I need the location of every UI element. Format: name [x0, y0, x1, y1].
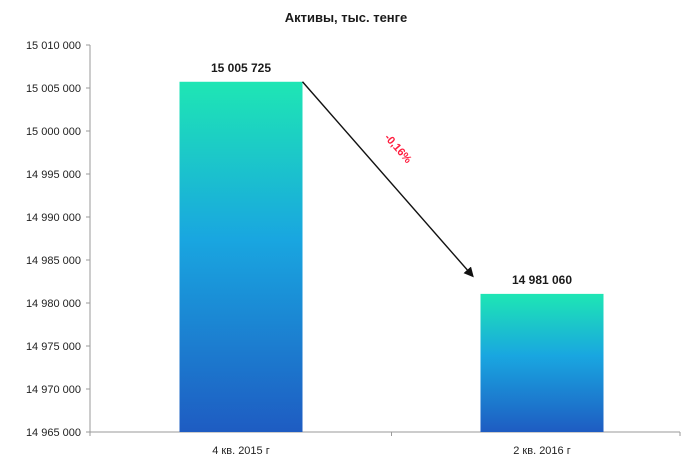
y-tick-label: 14 975 000: [26, 341, 81, 353]
bar: [480, 293, 604, 432]
y-tick-label: 15 010 000: [26, 40, 81, 52]
y-tick-label: 14 995 000: [26, 169, 81, 181]
x-tick-label: 2 кв. 2016 г: [513, 445, 570, 457]
y-tick-label: 14 970 000: [26, 384, 81, 396]
y-tick-label: 14 965 000: [26, 427, 81, 439]
bar: [179, 81, 303, 432]
y-tick-label: 14 990 000: [26, 212, 81, 224]
y-tick-label: 15 000 000: [26, 126, 81, 138]
change-percent-label: -0,16%: [382, 132, 414, 166]
change-arrow: [301, 81, 474, 278]
data-label: 14 981 060: [512, 273, 572, 287]
y-tick-label: 14 980 000: [26, 298, 81, 310]
data-label: 15 005 725: [211, 61, 271, 75]
y-tick-label: 14 985 000: [26, 255, 81, 267]
y-tick-label: 15 005 000: [26, 83, 81, 95]
x-tick-label: 4 кв. 2015 г: [212, 445, 269, 457]
chart-title: Активы, тыс. тенге: [284, 10, 408, 25]
